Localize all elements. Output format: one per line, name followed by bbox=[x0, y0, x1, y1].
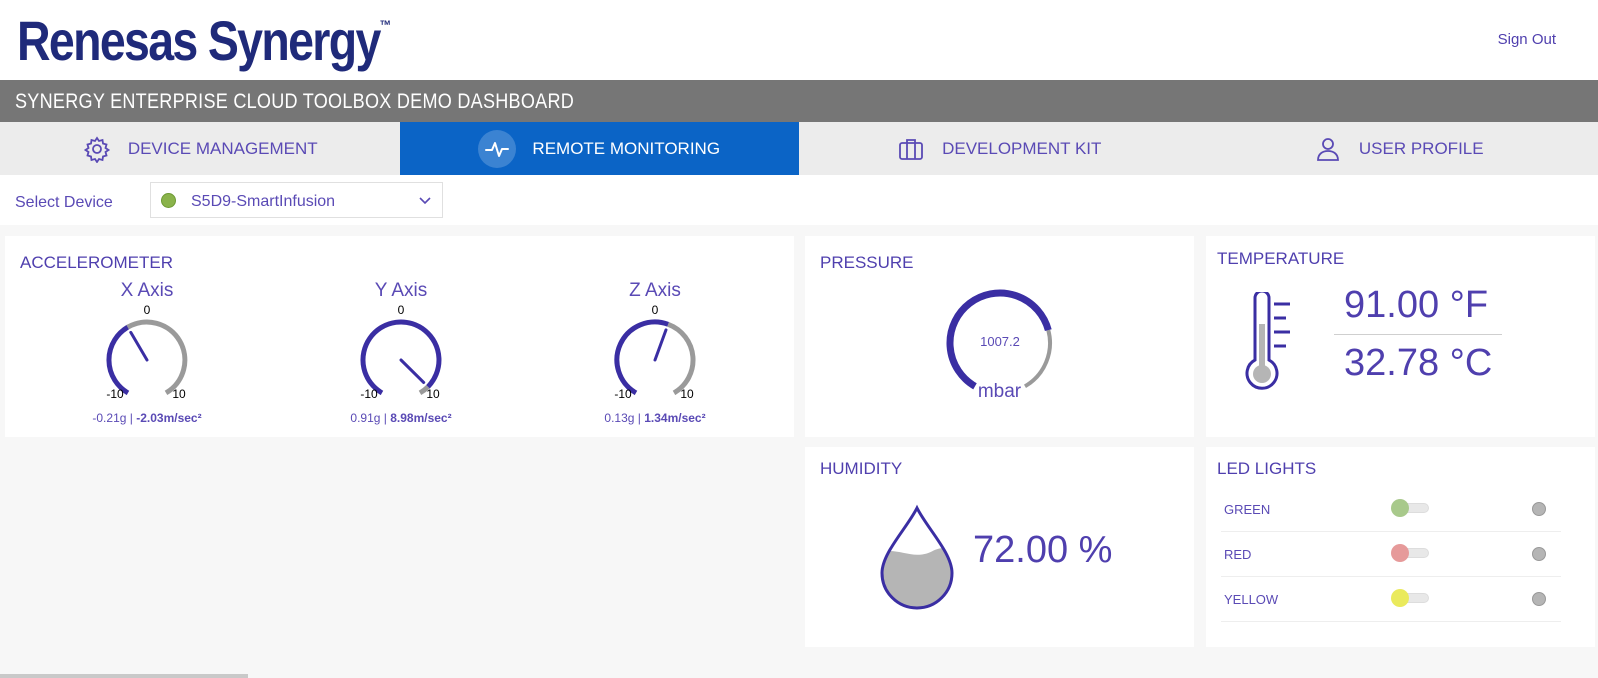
gauge-rest-arc bbox=[418, 384, 430, 396]
pressure-panel: PRESSURE 1007.2 mbar bbox=[805, 236, 1194, 437]
gauge-max-label: 10 bbox=[426, 387, 440, 401]
pressure-value-arc bbox=[946, 289, 1052, 390]
led-green-toggle[interactable] bbox=[1391, 499, 1431, 517]
accelerometer-gauge: 0 -10 10 bbox=[614, 304, 696, 401]
pressure-unit: mbar bbox=[977, 381, 1022, 402]
gauge-zero-label: 0 bbox=[652, 304, 659, 317]
axis-title: X Axis bbox=[120, 280, 174, 301]
axis-g-value: 0.91g bbox=[350, 411, 381, 425]
temperature-divider bbox=[1334, 334, 1502, 335]
device-select-dropdown[interactable]: S5D9-SmartInfusion bbox=[150, 182, 443, 218]
gauge-rest-arc bbox=[126, 319, 188, 396]
led-yellow-toggle[interactable] bbox=[1391, 589, 1431, 607]
led-row-yellow: YELLOW bbox=[1221, 577, 1561, 622]
led-label: YELLOW bbox=[1224, 592, 1279, 607]
tab-remote-monitoring[interactable]: REMOTE MONITORING bbox=[399, 122, 799, 175]
tab-label: DEVICE MANAGEMENT bbox=[127, 138, 318, 158]
gauge-needle bbox=[653, 328, 668, 362]
user-icon bbox=[1313, 134, 1343, 164]
gauge-needle bbox=[399, 358, 426, 384]
led-label: GREEN bbox=[1224, 502, 1271, 517]
axis-g-value: -0.21g bbox=[92, 411, 127, 425]
axis-title: Y Axis bbox=[374, 280, 428, 301]
tab-device-management[interactable]: DEVICE MANAGEMENT bbox=[0, 122, 400, 175]
pressure-gauge: 1007.2 bbox=[946, 289, 1052, 390]
logo-trademark: ™ bbox=[379, 17, 392, 33]
humidity-title: HUMIDITY bbox=[820, 459, 903, 478]
select-device-label: Select Device bbox=[15, 194, 113, 211]
dashboard-title: SYNERGY ENTERPRISE CLOUD TOOLBOX DEMO DA… bbox=[15, 90, 575, 113]
gauge-zero-label: 0 bbox=[144, 304, 151, 317]
pulse-icon bbox=[478, 129, 517, 168]
temperature-fahrenheit: 91.00 °F bbox=[1344, 284, 1489, 326]
dashboard-title-bar: SYNERGY ENTERPRISE CLOUD TOOLBOX DEMO DA… bbox=[0, 80, 1598, 122]
led-row-green: GREEN bbox=[1221, 487, 1561, 532]
axis-reading: 0.13g | 1.34m/sec² bbox=[604, 411, 706, 425]
temperature-celsius: 32.78 °C bbox=[1344, 342, 1493, 384]
led-green-indicator bbox=[1532, 502, 1546, 516]
logo-text: Renesas Synergy bbox=[17, 9, 381, 72]
gauge-max-label: 10 bbox=[172, 387, 186, 401]
thermometer-icon bbox=[1245, 292, 1290, 390]
gauge-zero-label: 0 bbox=[398, 304, 405, 317]
temperature-panel: TEMPERATURE 91.00 °F 32.78 °C bbox=[1206, 236, 1595, 437]
empty-panel-area bbox=[5, 447, 794, 667]
gauge-max-label: 10 bbox=[680, 387, 694, 401]
accelerometer-gauge: 0 -10 10 bbox=[360, 304, 442, 401]
gauge-value-arc bbox=[614, 319, 669, 396]
app-header: Renesas Synergy™ Sign Out bbox=[0, 0, 1598, 80]
accelerometer-gauge: 0 -10 10 bbox=[106, 304, 188, 401]
pressure-value: 1007.2 bbox=[980, 334, 1020, 349]
gauge-value-arc bbox=[106, 325, 130, 396]
led-red-toggle[interactable] bbox=[1391, 544, 1431, 562]
device-select-row: Select Device S5D9-SmartInfusion bbox=[0, 175, 1598, 225]
axis-reading: 0.91g | 8.98m/sec² bbox=[350, 411, 452, 425]
sign-out-link[interactable]: Sign Out bbox=[1497, 31, 1556, 48]
led-lights-panel: LED LIGHTS GREEN RED YELLOW bbox=[1206, 447, 1595, 647]
accelerometer-panel: ACCELEROMETER X Axis 0 -10 10 -0.21g | -… bbox=[5, 236, 794, 437]
led-red-indicator bbox=[1532, 547, 1546, 561]
humidity-fill bbox=[882, 547, 952, 608]
led-label: RED bbox=[1224, 547, 1252, 562]
accelerometer-title: ACCELEROMETER bbox=[20, 253, 174, 272]
device-status-dot bbox=[161, 193, 176, 208]
humidity-value: 72.00 % bbox=[973, 529, 1113, 571]
led-yellow-indicator bbox=[1532, 592, 1546, 606]
gauge-min-label: -10 bbox=[614, 387, 632, 401]
axis-title: Z Axis bbox=[629, 280, 681, 301]
tab-development-kit[interactable]: DEVELOPMENT KIT bbox=[799, 122, 1199, 175]
gear-icon bbox=[82, 134, 112, 164]
device-select-value: S5D9-SmartInfusion bbox=[191, 193, 336, 210]
pressure-rest-arc bbox=[1023, 329, 1052, 389]
horizontal-scrollbar[interactable] bbox=[0, 674, 248, 678]
gauge-min-label: -10 bbox=[360, 387, 378, 401]
renesas-synergy-logo: Renesas Synergy™ bbox=[17, 8, 391, 73]
tab-label: USER PROFILE bbox=[1358, 138, 1484, 158]
axis-ms-value: 1.34m/sec² bbox=[644, 411, 706, 425]
gauge-min-label: -10 bbox=[106, 387, 124, 401]
chevron-down-icon bbox=[418, 193, 432, 212]
main-nav: DEVICE MANAGEMENT REMOTE MONITORING DEVE… bbox=[0, 122, 1598, 175]
toggle-knob bbox=[1391, 589, 1409, 607]
axis-g-value: 0.13g bbox=[604, 411, 635, 425]
gauge-rest-arc bbox=[667, 321, 696, 396]
axis-ms-value: -2.03m/sec² bbox=[136, 411, 202, 425]
water-drop-icon bbox=[880, 504, 954, 610]
led-lights-title: LED LIGHTS bbox=[1217, 459, 1317, 478]
toggle-knob bbox=[1391, 544, 1409, 562]
pressure-title: PRESSURE bbox=[820, 253, 914, 272]
tab-label: REMOTE MONITORING bbox=[532, 138, 721, 158]
temperature-title: TEMPERATURE bbox=[1217, 249, 1345, 268]
axis-ms-value: 8.98m/sec² bbox=[390, 411, 452, 425]
tab-label: DEVELOPMENT KIT bbox=[942, 138, 1102, 158]
led-row-red: RED bbox=[1221, 532, 1561, 577]
gauge-needle bbox=[129, 330, 149, 362]
toggle-knob bbox=[1391, 499, 1409, 517]
axis-reading: -0.21g | -2.03m/sec² bbox=[92, 411, 202, 425]
humidity-panel: HUMIDITY 72.00 % bbox=[805, 447, 1194, 647]
gauge-value-arc bbox=[360, 319, 442, 396]
briefcase-icon bbox=[896, 134, 926, 164]
tab-user-profile[interactable]: USER PROFILE bbox=[1199, 122, 1598, 175]
